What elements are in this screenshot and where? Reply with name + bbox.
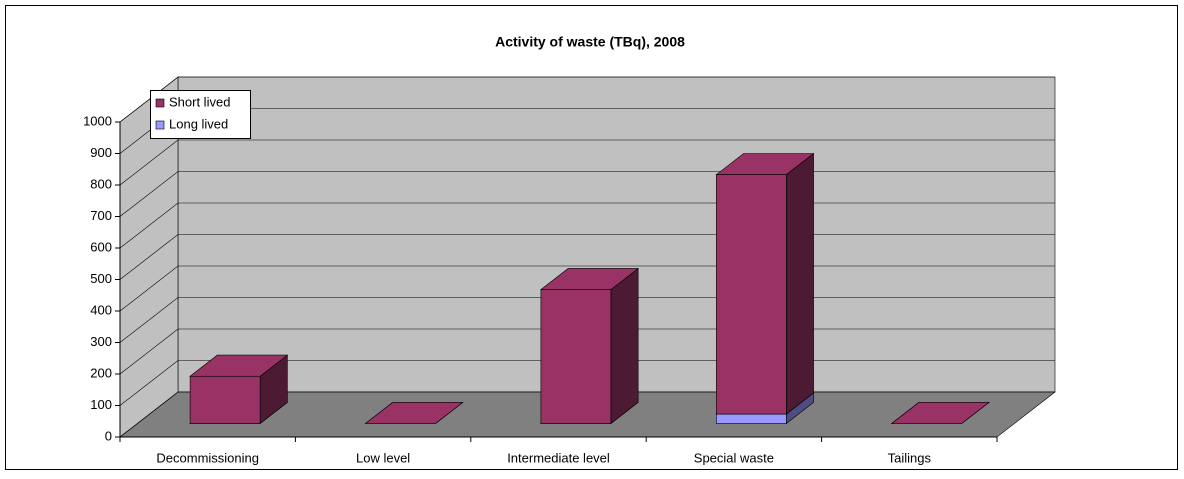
bar-top: [890, 402, 990, 424]
bar-side: [610, 267, 639, 425]
legend-label: Short lived: [169, 94, 230, 109]
legend-box: [150, 90, 251, 139]
y-tick-label: 900: [90, 145, 112, 160]
x-tick-label: Decommissioning: [156, 450, 259, 465]
legend-swatch: [155, 120, 165, 130]
y-tick-label: 1000: [83, 113, 112, 128]
grid-line: [119, 76, 1055, 123]
bar-segment: [540, 267, 640, 425]
y-tick-label: 200: [90, 365, 112, 380]
y-tick-label: 700: [90, 208, 112, 223]
bar: [715, 174, 787, 415]
chart-title: Activity of waste (TBq), 2008: [495, 34, 685, 50]
bar-segment: [189, 354, 289, 425]
y-tick-label: 0: [105, 428, 112, 443]
bar: [715, 413, 787, 424]
x-tick-label: Low level: [356, 450, 410, 465]
y-tick-label: 100: [90, 397, 112, 412]
bar-segment: [890, 402, 990, 424]
bar-top: [364, 402, 464, 424]
y-tick-label: 400: [90, 302, 112, 317]
x-tick-label: Tailings: [888, 450, 932, 465]
y-tick-label: 600: [90, 239, 112, 254]
bar-segment: [715, 152, 815, 415]
y-tick-label: 500: [90, 271, 112, 286]
bar: [540, 289, 612, 424]
y-tick-label: 300: [90, 334, 112, 349]
bar-segment: [364, 402, 464, 424]
x-tick-label: Special waste: [694, 450, 774, 465]
grid-line: [119, 139, 1055, 186]
legend: Short lived Long lived: [150, 90, 251, 139]
bar-side: [785, 152, 814, 415]
legend-swatch: [155, 98, 165, 108]
x-tick-label: Intermediate level: [507, 450, 610, 465]
y-tick-label: 800: [90, 176, 112, 191]
bar: [189, 375, 261, 424]
legend-label: Long lived: [169, 116, 228, 131]
